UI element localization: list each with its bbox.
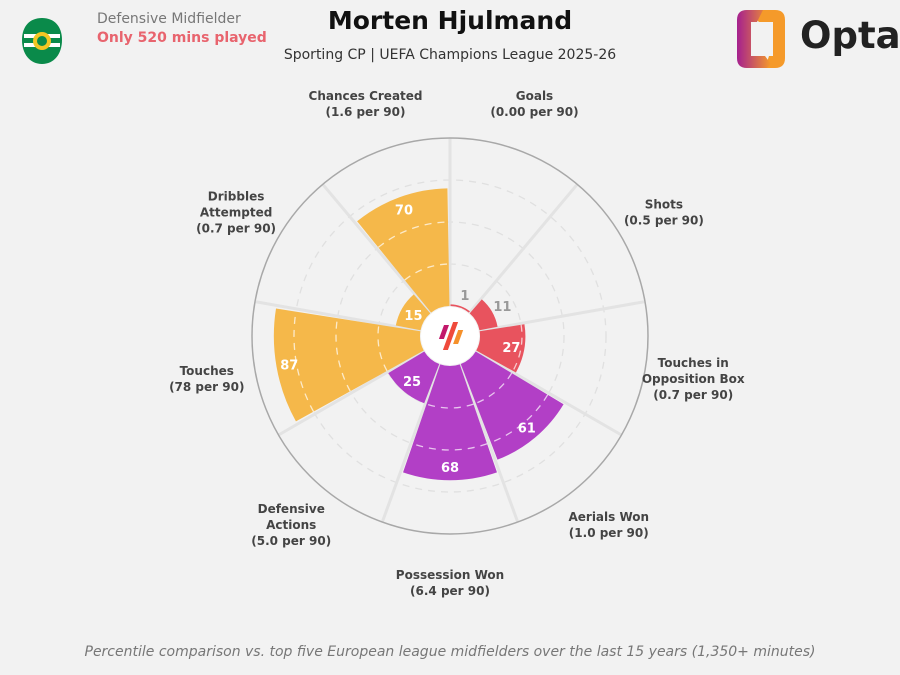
bar-gridline bbox=[404, 263, 449, 281]
subtitle: Sporting CP | UEFA Champions League 2025… bbox=[283, 47, 617, 63]
axis-label: Touches in bbox=[658, 356, 729, 370]
axis-label: (0.5 per 90) bbox=[624, 214, 704, 228]
bar-gridline bbox=[490, 394, 549, 444]
axis-label: Shots bbox=[645, 198, 683, 212]
axis-label: Dribbles bbox=[208, 190, 265, 204]
value-label: 68 bbox=[441, 461, 459, 476]
axis-label: (78 per 90) bbox=[169, 380, 244, 394]
bar-gridline bbox=[426, 403, 474, 409]
minutes-note: Only 520 mins played bbox=[97, 30, 267, 46]
bar-gridline bbox=[293, 311, 315, 412]
bar-aerials-won bbox=[460, 351, 564, 460]
value-label: 27 bbox=[502, 341, 520, 356]
bar-chances-created bbox=[357, 188, 450, 313]
bar-gridline bbox=[412, 443, 488, 451]
logo-bar bbox=[442, 322, 459, 350]
bar-shots bbox=[469, 299, 498, 331]
bar-gridline bbox=[377, 221, 449, 248]
value-label: 15 bbox=[404, 309, 422, 324]
bar-gridline bbox=[512, 324, 523, 372]
value-label: 25 bbox=[403, 375, 421, 390]
opta-logo-icon bbox=[737, 10, 785, 68]
axis-label: (6.4 per 90) bbox=[410, 584, 490, 598]
axis-label: Possession Won bbox=[396, 568, 504, 582]
axis-label: (0.7 per 90) bbox=[653, 388, 733, 402]
outer-ring bbox=[251, 137, 649, 535]
axis-label: (5.0 per 90) bbox=[251, 534, 331, 548]
bar-gridline bbox=[377, 324, 388, 372]
value-label: 70 bbox=[395, 204, 413, 219]
axis-label: Defensive bbox=[258, 502, 325, 516]
axis-label: (0.7 per 90) bbox=[196, 222, 276, 236]
axis-label: Aerials Won bbox=[568, 510, 649, 524]
bar-dribbles-attempted bbox=[395, 294, 431, 331]
axis-label: (1.6 per 90) bbox=[326, 105, 406, 119]
axis-label: Goals bbox=[516, 89, 553, 103]
axis-label: Opposition Box bbox=[642, 372, 745, 386]
bar-gridline bbox=[335, 318, 351, 392]
footer-note: Percentile comparison vs. top five Europ… bbox=[84, 644, 816, 660]
axis-label: (0.00 per 90) bbox=[490, 105, 578, 119]
axis-label: Touches bbox=[180, 364, 234, 378]
bar-goals bbox=[450, 304, 470, 313]
axis-label: Chances Created bbox=[309, 89, 423, 103]
axis-label: (1.0 per 90) bbox=[569, 526, 649, 540]
axis-label: Attempted bbox=[200, 206, 272, 220]
spoke-divider bbox=[321, 183, 432, 314]
spoke-divider bbox=[458, 363, 520, 523]
bar-touches-in-opposition-box bbox=[476, 324, 526, 373]
logo-bar bbox=[438, 325, 450, 339]
spoke-divider bbox=[254, 300, 421, 333]
logo-bar bbox=[453, 330, 464, 344]
player-name: Morten Hjulmand bbox=[327, 6, 573, 35]
spoke-divider bbox=[479, 300, 646, 333]
bar-possession-won bbox=[403, 364, 497, 481]
bar-touches bbox=[273, 308, 424, 422]
spoke-divider bbox=[380, 363, 442, 523]
spoke-divider bbox=[475, 349, 623, 437]
value-label: 61 bbox=[518, 422, 536, 437]
player-role: Defensive Midfielder bbox=[97, 11, 241, 27]
axis-label: Actions bbox=[266, 518, 316, 532]
value-label: 11 bbox=[493, 300, 511, 315]
sporting-crest-logo bbox=[22, 18, 62, 64]
opta-brand-text: Opta bbox=[800, 14, 900, 57]
spoke-divider bbox=[277, 349, 425, 437]
value-label: 1 bbox=[460, 289, 469, 304]
center-logo-icon bbox=[438, 322, 464, 350]
spoke-divider bbox=[468, 183, 579, 314]
value-label: 87 bbox=[280, 358, 298, 373]
bar-defensive-actions bbox=[388, 351, 440, 404]
bar-gridline bbox=[475, 372, 513, 404]
